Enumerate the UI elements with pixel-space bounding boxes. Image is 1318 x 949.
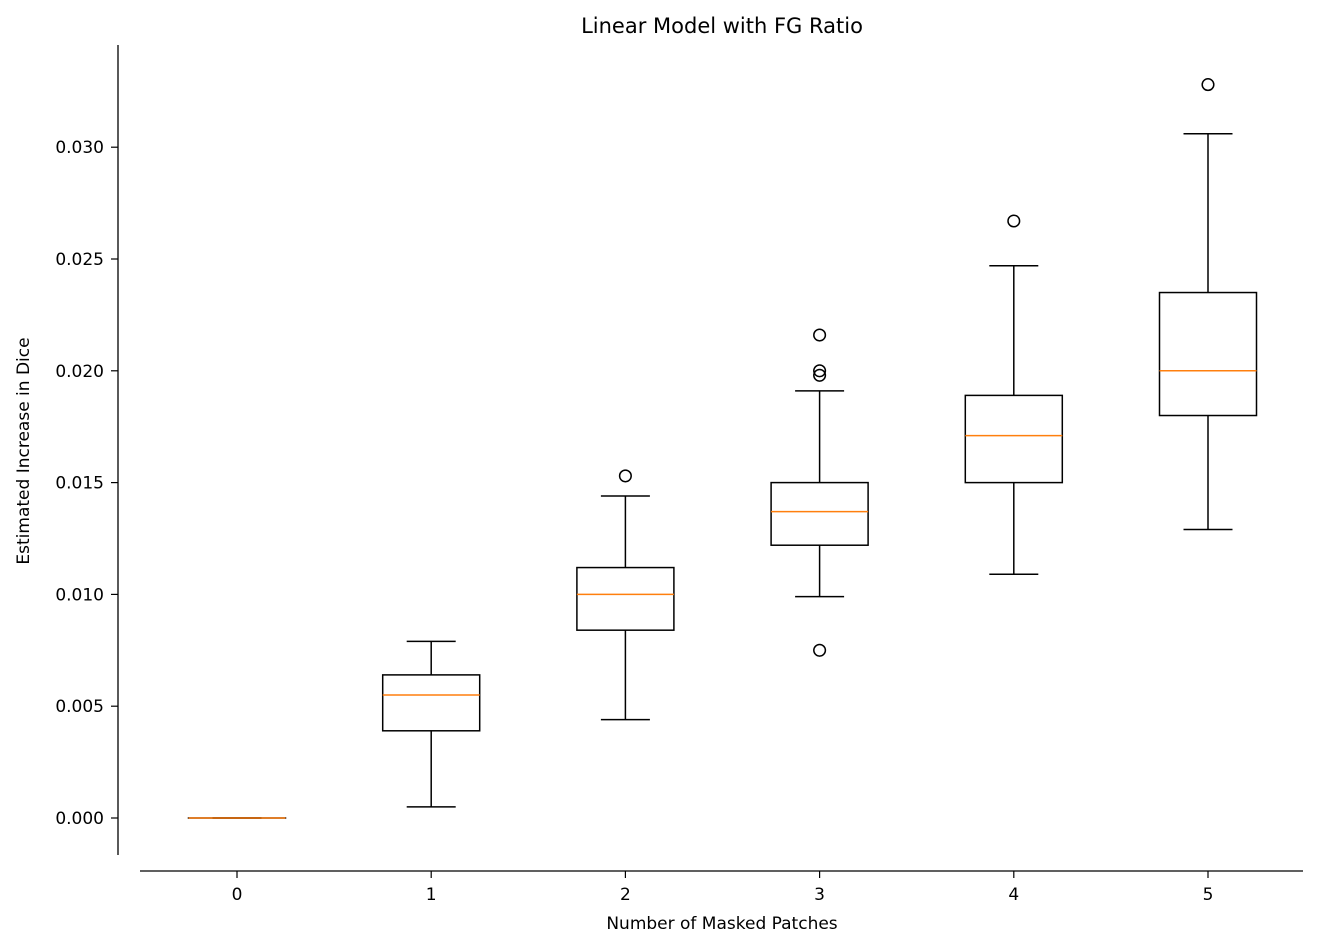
box-body (770, 481, 869, 546)
y-axis-label: Estimated Increase in Dice (14, 337, 34, 564)
x-tick-label: 3 (814, 885, 825, 905)
x-tick-label: 1 (426, 885, 437, 905)
y-tick-label: 0.020 (55, 362, 104, 382)
y-tick-label: 0.010 (55, 585, 104, 605)
chart-title: Linear Model with FG Ratio (581, 14, 863, 38)
box-body (576, 566, 675, 631)
x-axis-label: Number of Masked Patches (606, 914, 837, 934)
x-tick-label: 0 (232, 885, 243, 905)
box-2 (576, 469, 675, 721)
outlier-point (618, 469, 632, 483)
outlier-point (1201, 78, 1215, 92)
box-3 (770, 328, 869, 657)
y-tick-label: 0.005 (55, 697, 104, 717)
x-tick-label: 2 (620, 885, 631, 905)
boxes (187, 78, 1258, 819)
outlier-point (813, 328, 827, 342)
outlier-point (1007, 214, 1021, 228)
box-body (964, 394, 1064, 484)
box-body (1158, 291, 1258, 417)
y-tick-label: 0.025 (55, 250, 104, 270)
outlier-point (813, 364, 827, 378)
y-tick-label: 0.015 (55, 474, 104, 494)
y-tick-label: 0.000 (55, 809, 104, 829)
y-ticks: 0.000 0.005 0.010 0.015 0.020 0.025 0.030 (55, 138, 118, 829)
x-ticks: 0 1 2 3 4 5 (232, 871, 1214, 905)
outlier-point (813, 643, 827, 657)
outlier-point (813, 368, 827, 382)
x-tick-label: 5 (1203, 885, 1214, 905)
box-body (381, 674, 481, 732)
x-tick-label: 4 (1008, 885, 1019, 905)
box-4 (964, 214, 1064, 576)
box-5 (1158, 78, 1258, 531)
box-1 (381, 640, 481, 808)
y-tick-label: 0.030 (55, 138, 104, 158)
